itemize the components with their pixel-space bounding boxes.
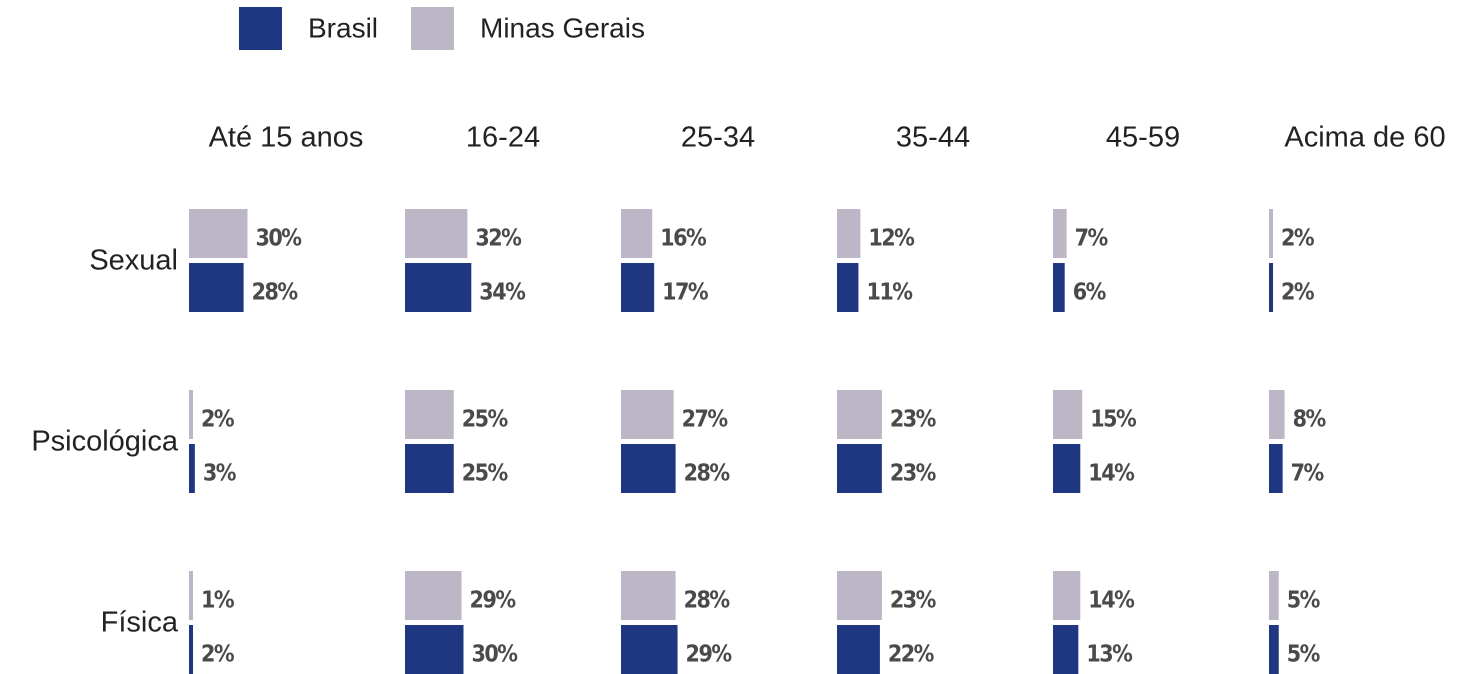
bar [189,263,244,312]
value-label: 29% [470,588,517,614]
value-label: 32% [475,226,522,252]
bar [405,263,472,312]
value-label: 29% [686,642,733,668]
legend-swatch [411,7,454,50]
value-label: 25% [462,407,509,433]
column-header: 45-59 [1106,122,1180,154]
bar [189,625,193,674]
bar [837,571,882,620]
bar [405,390,454,439]
value-label: 30% [472,642,519,668]
value-label: 1% [201,588,235,614]
row-label: Psicológica [31,426,179,458]
value-label: 17% [662,280,709,306]
bar [189,444,195,493]
bar [189,209,248,258]
value-label: 2% [201,642,235,668]
value-label: 5% [1287,642,1321,668]
value-label: 12% [868,226,915,252]
bar [621,444,676,493]
bar [405,444,454,493]
bar [1053,390,1083,439]
bar [1269,625,1279,674]
column-header: 25-34 [681,122,755,154]
bar [405,571,462,620]
bar [405,625,464,674]
value-label: 2% [201,407,235,433]
bar [1053,209,1067,258]
bar [1269,571,1279,620]
value-label: 3% [203,461,237,487]
bar [837,263,859,312]
bar [837,390,882,439]
bar [621,263,655,312]
value-label: 22% [888,642,935,668]
value-label: 23% [890,461,937,487]
column-header: 16-24 [466,122,540,154]
value-label: 15% [1090,407,1137,433]
value-label: 7% [1075,226,1109,252]
bar [189,571,193,620]
legend-label: Minas Gerais [480,12,645,43]
bar [837,209,861,258]
bar [1269,263,1273,312]
bar [621,625,678,674]
bar [837,625,880,674]
column-header: Acima de 60 [1284,122,1445,154]
row-label: Sexual [89,245,178,277]
bar [189,390,193,439]
value-label: 2% [1281,280,1315,306]
row-label: Física [101,607,179,639]
value-label: 28% [684,461,731,487]
value-label: 7% [1291,461,1325,487]
legend-label: Brasil [308,12,378,43]
column-header: Até 15 anos [209,122,364,154]
value-label: 25% [462,461,509,487]
value-label: 13% [1086,642,1133,668]
value-label: 11% [866,280,913,306]
value-label: 14% [1088,588,1135,614]
value-label: 30% [256,226,303,252]
bar [1053,625,1079,674]
bar [837,444,882,493]
value-label: 27% [682,407,729,433]
value-label: 23% [890,588,937,614]
value-label: 14% [1088,461,1135,487]
bar [1269,390,1285,439]
value-label: 34% [479,280,526,306]
value-label: 16% [660,226,707,252]
bar [405,209,468,258]
bar [621,571,676,620]
bar [1269,209,1273,258]
legend-swatch [239,7,282,50]
bar [1053,444,1081,493]
bar [1053,263,1065,312]
value-label: 6% [1073,280,1107,306]
bar [621,390,674,439]
column-header: 35-44 [896,122,970,154]
bar [1269,444,1283,493]
value-label: 2% [1281,226,1315,252]
value-label: 28% [252,280,299,306]
bar [1053,571,1081,620]
bar [621,209,653,258]
value-label: 5% [1287,588,1321,614]
value-label: 23% [890,407,937,433]
value-label: 28% [684,588,731,614]
value-label: 8% [1293,407,1327,433]
